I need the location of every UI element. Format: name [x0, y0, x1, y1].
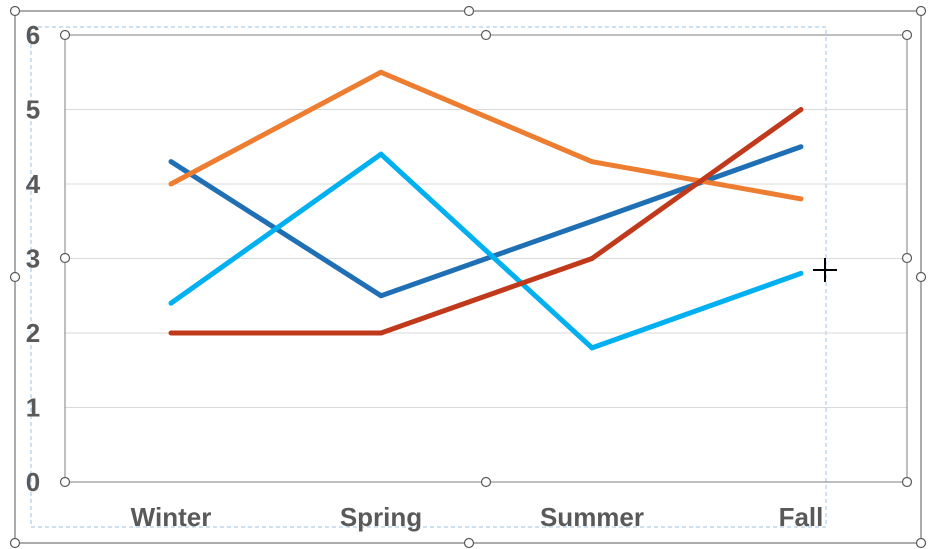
resize-handle-icon[interactable]: [465, 7, 474, 16]
resize-handle-icon[interactable]: [11, 539, 20, 548]
resize-handle-icon[interactable]: [917, 273, 926, 282]
series-1-point-fall: [799, 144, 804, 149]
series-4-point-summer: [590, 256, 595, 261]
series-3-point-spring: [379, 152, 384, 157]
series-4-point-fall: [799, 107, 804, 112]
y-tick-label-1: 1: [26, 393, 40, 423]
series-layer[interactable]: [169, 70, 804, 351]
resize-handle-icon[interactable]: [917, 539, 926, 548]
resize-handle-icon[interactable]: [917, 7, 926, 16]
resize-handle-icon[interactable]: [61, 254, 70, 263]
series-4-point-winter: [169, 331, 174, 336]
y-tick-label-3: 3: [26, 244, 40, 274]
resize-handle-icon[interactable]: [903, 254, 912, 263]
gridlines: [65, 35, 907, 408]
series-4-point-spring: [379, 331, 384, 336]
resize-handle-icon[interactable]: [465, 539, 474, 548]
resize-handle-icon[interactable]: [482, 478, 491, 487]
resize-handle-icon[interactable]: [61, 478, 70, 487]
x-tick-label-spring: Spring: [340, 502, 422, 532]
y-tick-label-2: 2: [26, 318, 40, 348]
series-2-point-summer: [590, 159, 595, 164]
crosshair-cursor-icon: [813, 258, 837, 282]
series-3-point-summer: [590, 345, 595, 350]
y-axis-tick-labels: 0 1 2 3 4 5 6: [26, 20, 41, 497]
y-tick-label-0: 0: [26, 467, 40, 497]
resize-handle-icon[interactable]: [11, 7, 20, 16]
y-tick-label-4: 4: [26, 169, 41, 199]
series-2-point-spring: [379, 70, 384, 75]
resize-handle-icon[interactable]: [11, 273, 20, 282]
series-1-point-summer: [590, 219, 595, 224]
y-tick-label-6: 6: [26, 20, 40, 50]
resize-handle-icon[interactable]: [61, 31, 70, 40]
series-1-point-winter: [169, 159, 174, 164]
series-line-1[interactable]: [171, 147, 801, 296]
x-tick-label-summer: Summer: [540, 502, 644, 532]
series-3-point-winter: [169, 301, 174, 306]
y-tick-label-5: 5: [26, 95, 40, 125]
resize-handle-icon[interactable]: [903, 31, 912, 40]
x-tick-label-winter: Winter: [131, 502, 212, 532]
resize-handle-icon[interactable]: [903, 478, 912, 487]
series-2-point-fall: [799, 196, 804, 201]
resize-handle-icon[interactable]: [482, 31, 491, 40]
series-2-point-winter: [169, 182, 174, 187]
series-1-point-spring: [379, 293, 384, 298]
series-3-point-fall: [799, 271, 804, 276]
x-tick-label-fall: Fall: [779, 502, 824, 532]
